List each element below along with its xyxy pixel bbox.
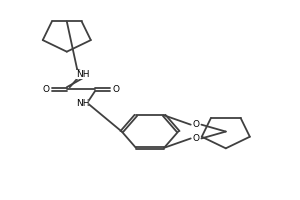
Text: NH: NH [76,99,89,108]
Text: NH: NH [76,70,89,79]
Text: O: O [193,134,200,143]
Text: O: O [112,85,119,94]
Text: O: O [43,85,50,94]
Text: O: O [193,120,200,129]
